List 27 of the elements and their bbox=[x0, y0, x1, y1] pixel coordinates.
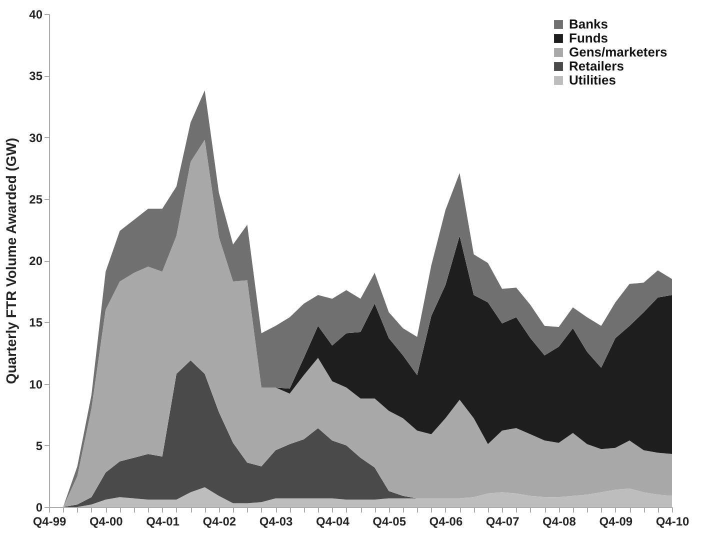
y-tick-label: 5 bbox=[36, 438, 43, 453]
x-tick-label: Q4-03 bbox=[259, 514, 294, 528]
legend-label: Banks bbox=[569, 16, 608, 32]
x-tick-label: Q4-01 bbox=[146, 514, 180, 528]
x-tick-label: Q4-06 bbox=[429, 514, 463, 528]
x-tick-label: Q4-02 bbox=[202, 514, 236, 528]
legend-label: Funds bbox=[569, 30, 608, 46]
x-tick-label: Q4-00 bbox=[89, 514, 124, 528]
y-tick-label: 0 bbox=[36, 500, 43, 514]
x-tick-label: Q4-10 bbox=[656, 514, 690, 528]
legend-label: Retailers bbox=[569, 58, 624, 74]
y-tick-label: 35 bbox=[29, 69, 43, 84]
x-tick-label: Q4-07 bbox=[486, 514, 520, 528]
x-tick-label: Q4-09 bbox=[599, 514, 633, 528]
y-tick-label: 30 bbox=[29, 130, 43, 145]
y-tick-label: 25 bbox=[29, 192, 43, 206]
y-tick-label: 15 bbox=[29, 316, 43, 330]
x-tick-label: Q4-08 bbox=[542, 514, 576, 528]
legend-label: Utilities bbox=[569, 72, 616, 88]
x-tick-label: Q4-99 bbox=[32, 514, 66, 528]
y-tick-label: 10 bbox=[29, 377, 43, 392]
y-tick-label: 40 bbox=[29, 8, 43, 22]
legend-label: Gens/marketers bbox=[569, 44, 668, 60]
y-tick-label: 20 bbox=[29, 254, 43, 268]
x-tick-label: Q4-04 bbox=[316, 514, 350, 528]
x-tick-label: Q4-05 bbox=[372, 514, 406, 528]
y-axis-title: Quarterly FTR Volume Awarded (GW) bbox=[3, 138, 20, 384]
